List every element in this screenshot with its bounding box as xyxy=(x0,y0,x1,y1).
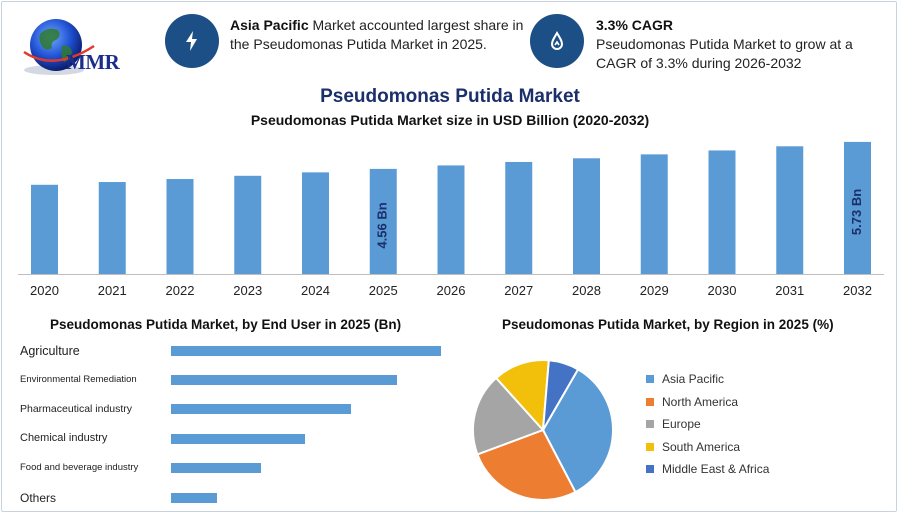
bar-2028 xyxy=(573,158,600,274)
bar-2022 xyxy=(166,179,194,274)
x-tick-label: 2023 xyxy=(233,283,262,298)
lightning-badge xyxy=(165,14,219,68)
legend-item: Europe xyxy=(646,417,701,431)
legend-swatch xyxy=(646,374,654,383)
bar-chart-title: Pseudomonas Putida Market size in USD Bi… xyxy=(250,112,650,128)
bar-2031 xyxy=(776,146,804,274)
legend-swatch xyxy=(646,442,654,451)
bar-2021 xyxy=(98,182,126,274)
end-user-chart-title: Pseudomonas Putida Market, by End User i… xyxy=(50,317,402,332)
info1-bold: Asia Pacific xyxy=(230,17,309,33)
end-user-bar-chart xyxy=(171,346,441,503)
legend-label: Middle East & Africa xyxy=(662,462,770,476)
end-user-bar xyxy=(171,346,441,356)
cagr-title: 3.3% CAGR xyxy=(596,17,674,33)
info1-text: Market accounted largest share in the Ps… xyxy=(230,17,524,52)
legend-item: Middle East & Africa xyxy=(646,462,769,476)
region-chart-title: Pseudomonas Putida Market, by Region in … xyxy=(502,317,834,332)
pie-slice-middle-east-africa xyxy=(542,359,580,431)
end-user-label: Agriculture xyxy=(20,343,80,358)
end-user-label: Pharmaceutical industry xyxy=(20,402,133,415)
data-label: 4.56 Bn xyxy=(375,202,390,248)
bar-2025 xyxy=(369,168,397,274)
bar-2029 xyxy=(640,154,668,274)
bar-2027 xyxy=(505,161,533,274)
pie-slice-north-america xyxy=(476,428,577,501)
lightning-icon xyxy=(186,31,197,51)
x-tick-label: 2029 xyxy=(640,283,669,298)
legend-label: South America xyxy=(662,440,741,454)
end-user-bar xyxy=(171,493,217,503)
x-tick-label: 2027 xyxy=(504,283,533,298)
x-tick-label: 2020 xyxy=(30,283,59,298)
legend-label: Asia Pacific xyxy=(662,372,725,386)
growth-badge xyxy=(530,14,584,68)
legend-item: South America xyxy=(646,440,740,454)
bar-2030 xyxy=(708,150,736,274)
end-user-label: Environmental Remediation xyxy=(20,374,137,386)
page-frame xyxy=(1,1,897,512)
globe-icon xyxy=(23,19,95,75)
end-user-bar xyxy=(171,434,305,444)
x-tick-label: 2022 xyxy=(166,283,195,298)
info-cagr: 3.3% CAGR Pseudomonas Putida Market to g… xyxy=(596,16,886,73)
bar-2023 xyxy=(234,175,262,274)
end-user-label: Chemical industry xyxy=(20,432,108,445)
pie-slice-south-america xyxy=(494,359,550,433)
legend-label: North America xyxy=(662,395,739,409)
end-user-bar xyxy=(171,375,397,385)
data-label: 5.73 Bn xyxy=(849,189,864,235)
market-size-bar-chart: 2020 2021 2022 2023 2024 2025 2026 2027 2028 2029… xyxy=(18,141,884,298)
logo-text: MMR xyxy=(66,50,120,74)
page-title: Pseudomonas Putida Market xyxy=(320,86,580,107)
region-pie-chart xyxy=(472,359,614,501)
legend-swatch xyxy=(646,419,654,428)
bar-2032 xyxy=(844,141,871,274)
end-user-label: Others xyxy=(20,490,57,505)
x-tick-label: 2031 xyxy=(775,283,804,298)
x-tick-label: 2030 xyxy=(708,283,737,298)
legend-swatch xyxy=(646,397,654,406)
x-tick-label: 2025 xyxy=(369,283,398,298)
bar-2024 xyxy=(302,172,329,274)
x-tick-label: 2021 xyxy=(98,283,127,298)
legend-label: Europe xyxy=(662,417,701,431)
legend-item: Asia Pacific xyxy=(646,372,724,386)
legend-swatch xyxy=(646,464,654,473)
bar-2020 xyxy=(31,184,58,274)
end-user-bar xyxy=(171,463,261,473)
end-user-bar xyxy=(171,404,351,414)
x-tick-label: 2032 xyxy=(843,283,872,298)
info-asia-pacific: Asia Pacific Market accounted largest sh… xyxy=(230,16,530,54)
end-user-label: Food and beverage industry xyxy=(20,462,139,474)
drop-growth-icon xyxy=(550,31,564,50)
x-tick-label: 2028 xyxy=(572,283,601,298)
legend-item: North America xyxy=(646,395,738,409)
x-tick-label: 2024 xyxy=(301,283,330,298)
pie-slice-europe xyxy=(472,376,545,456)
cagr-text: Pseudomonas Putida Market to grow at a C… xyxy=(596,36,853,71)
x-tick-label: 2026 xyxy=(437,283,466,298)
bar-2026 xyxy=(437,165,465,274)
mmr-logo: MMR xyxy=(18,12,138,78)
